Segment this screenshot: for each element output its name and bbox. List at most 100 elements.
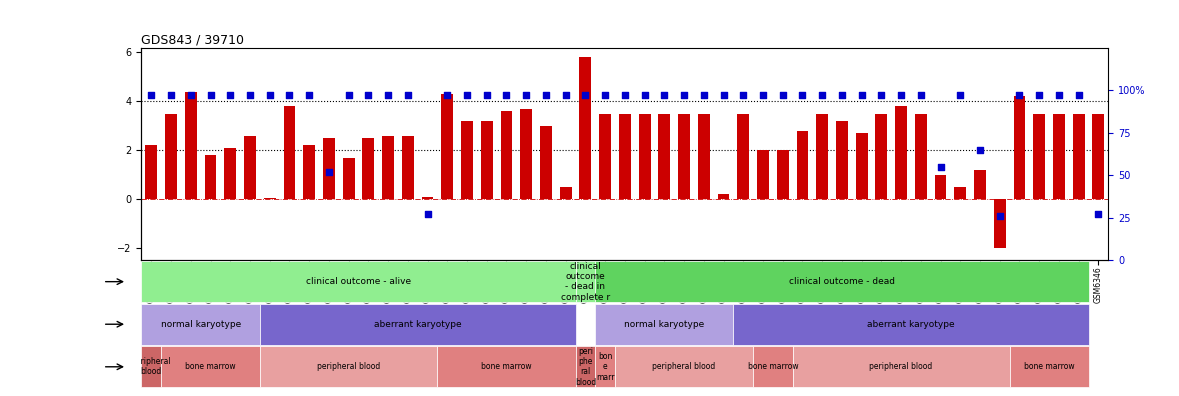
Bar	[935, 175, 947, 199]
Bar	[737, 114, 749, 199]
Point	[1069, 92, 1088, 98]
Bar	[362, 138, 374, 199]
Text: normal karyotype: normal karyotype	[160, 320, 241, 329]
Point	[714, 92, 733, 98]
Bar	[639, 114, 651, 199]
Bar	[895, 106, 907, 199]
Bar	[816, 114, 828, 199]
Point	[1049, 92, 1068, 98]
Point	[872, 92, 891, 98]
Text: aberrant karyotype: aberrant karyotype	[867, 320, 955, 329]
Point	[1010, 92, 1029, 98]
Bar	[205, 155, 217, 199]
Point	[812, 92, 831, 98]
Text: GDS843 / 39710: GDS843 / 39710	[141, 33, 244, 46]
Bar	[718, 194, 730, 199]
Point	[516, 92, 535, 98]
Text: clinical
outcome
- dead in
complete r: clinical outcome - dead in complete r	[561, 261, 610, 302]
Point	[733, 92, 752, 98]
Bar	[876, 114, 888, 199]
Text: peripheral blood: peripheral blood	[869, 362, 933, 371]
Point	[911, 92, 930, 98]
Text: normal karyotype: normal karyotype	[624, 320, 705, 329]
Point	[320, 169, 338, 175]
FancyBboxPatch shape	[575, 261, 595, 302]
Point	[498, 92, 516, 98]
Point	[182, 92, 200, 98]
Text: aberrant karyotype: aberrant karyotype	[374, 320, 461, 329]
FancyBboxPatch shape	[259, 346, 437, 387]
Bar	[461, 121, 473, 199]
Bar	[244, 135, 256, 199]
Bar	[1073, 114, 1085, 199]
Point	[753, 92, 772, 98]
Bar	[1014, 97, 1026, 199]
Point	[477, 92, 496, 98]
Bar	[501, 111, 513, 199]
Point	[635, 92, 654, 98]
Bar	[994, 199, 1006, 248]
Text: peripheral
blood: peripheral blood	[132, 357, 171, 377]
Text: peri
phe
ral
blood: peri phe ral blood	[575, 346, 597, 387]
Point	[419, 211, 437, 217]
Text: clinical outcome - dead: clinical outcome - dead	[789, 277, 895, 286]
Bar	[224, 148, 236, 199]
Bar	[619, 114, 631, 199]
FancyBboxPatch shape	[575, 346, 595, 387]
Bar	[402, 135, 414, 199]
Point	[773, 92, 792, 98]
Bar	[264, 198, 276, 199]
Bar	[658, 114, 670, 199]
Bar	[797, 131, 809, 199]
FancyBboxPatch shape	[259, 304, 575, 345]
Text: bone marrow: bone marrow	[185, 362, 236, 371]
Point	[299, 92, 318, 98]
Point	[615, 92, 634, 98]
Point	[162, 92, 180, 98]
FancyBboxPatch shape	[595, 346, 615, 387]
Point	[358, 92, 377, 98]
Text: bone marrow: bone marrow	[1023, 362, 1074, 371]
Point	[281, 92, 299, 98]
Bar	[422, 197, 434, 199]
FancyBboxPatch shape	[141, 346, 162, 387]
Bar	[580, 57, 592, 199]
FancyBboxPatch shape	[141, 304, 259, 345]
Text: peripheral blood: peripheral blood	[317, 362, 381, 371]
FancyBboxPatch shape	[792, 346, 1009, 387]
Bar	[856, 133, 868, 199]
Point	[950, 92, 969, 98]
Bar	[599, 114, 611, 199]
Point	[261, 92, 279, 98]
Point	[1029, 92, 1048, 98]
Point	[694, 92, 713, 98]
Bar	[540, 126, 552, 199]
Point	[437, 92, 456, 98]
FancyBboxPatch shape	[437, 346, 575, 387]
Bar	[698, 114, 710, 199]
Point	[595, 92, 614, 98]
Bar	[560, 187, 572, 199]
FancyBboxPatch shape	[733, 304, 1088, 345]
Point	[457, 92, 476, 98]
Bar	[777, 150, 789, 199]
Bar	[303, 145, 315, 199]
Bar	[481, 121, 493, 199]
Point	[970, 147, 989, 153]
Bar	[757, 150, 769, 199]
Point	[399, 92, 417, 98]
FancyBboxPatch shape	[595, 304, 733, 345]
Point	[654, 92, 673, 98]
Text: bone marrow: bone marrow	[481, 362, 532, 371]
Bar	[974, 170, 986, 199]
Point	[577, 92, 595, 98]
Point	[241, 92, 259, 98]
Text: clinical outcome - alive: clinical outcome - alive	[305, 277, 411, 286]
Bar	[954, 187, 967, 199]
Point	[141, 92, 160, 98]
FancyBboxPatch shape	[141, 261, 575, 302]
Point	[556, 92, 575, 98]
Bar	[165, 114, 177, 199]
FancyBboxPatch shape	[162, 346, 259, 387]
Bar	[343, 158, 355, 199]
